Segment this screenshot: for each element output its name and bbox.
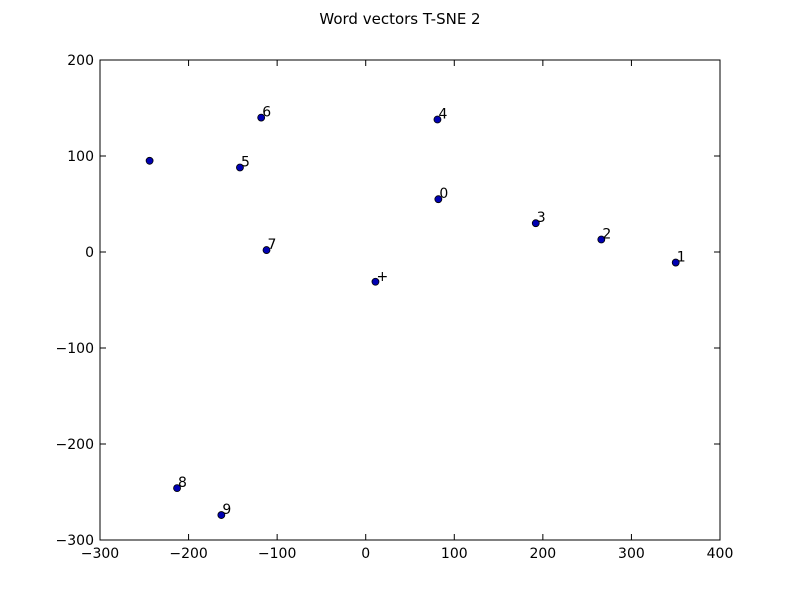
point-label: 6	[262, 105, 271, 121]
data-point	[434, 195, 443, 204]
x-tick-label: 200	[529, 546, 556, 562]
point-label: 0	[439, 186, 448, 202]
y-tick-label: 0	[85, 245, 94, 261]
data-point	[173, 484, 181, 493]
data-point	[597, 235, 606, 244]
axis-ticks: −300 −200 −100 0 100 200 300 400 200 100 0 −100 −200…	[56, 53, 734, 562]
point-label: +	[376, 269, 388, 285]
data-point	[257, 113, 266, 122]
data-point	[671, 258, 680, 267]
point-label: 8	[178, 475, 187, 491]
data-point	[371, 277, 380, 286]
x-tick-label: 400	[707, 546, 734, 562]
point-label: 4	[438, 107, 447, 123]
y-tick-label: 200	[67, 53, 94, 69]
x-tick-label: 100	[441, 546, 468, 562]
data-point	[217, 511, 226, 519]
y-tick-label: 100	[67, 149, 94, 165]
point-label: 1	[677, 250, 686, 266]
point-label: 5	[241, 155, 250, 171]
data-point	[236, 163, 244, 172]
data-point	[531, 219, 540, 228]
y-tick-label: −300	[56, 533, 94, 549]
x-tick-label: −300	[81, 546, 119, 562]
point-label: 2	[602, 227, 611, 243]
y-tick-label: −200	[56, 437, 94, 453]
x-tick-label: −200	[169, 546, 207, 562]
chart-title: Word vectors T-SNE 2	[319, 10, 480, 28]
point-label: 7	[268, 237, 277, 253]
plot-frame	[99, 59, 721, 541]
data-layer: 0 1 2 3 4 5 6 7 8 9 +	[145, 105, 686, 519]
x-tick-label: −100	[258, 546, 296, 562]
data-point	[433, 115, 442, 124]
data-point	[145, 156, 154, 165]
x-tick-label: 300	[618, 546, 645, 562]
point-label: 3	[537, 210, 546, 226]
point-label: 9	[222, 502, 231, 518]
y-tick-label: −100	[56, 341, 94, 357]
data-point	[262, 246, 271, 254]
x-tick-label: 0	[361, 546, 370, 562]
